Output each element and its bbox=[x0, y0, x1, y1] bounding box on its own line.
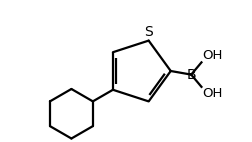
Text: OH: OH bbox=[202, 49, 223, 62]
Text: S: S bbox=[144, 25, 153, 39]
Text: OH: OH bbox=[202, 87, 223, 100]
Text: B: B bbox=[186, 68, 196, 82]
